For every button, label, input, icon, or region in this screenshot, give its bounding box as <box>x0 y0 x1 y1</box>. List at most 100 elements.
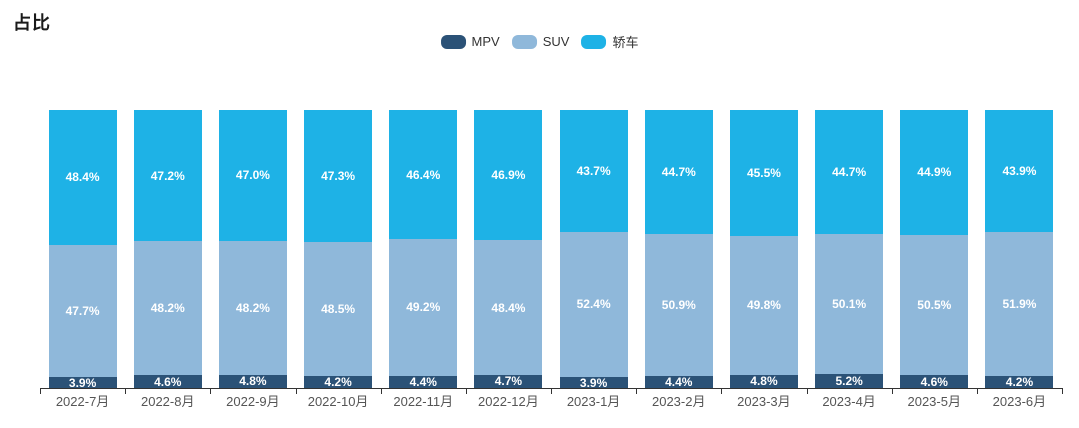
bar-segment-SUV[interactable]: 49.8% <box>729 236 798 375</box>
x-axis-label-2022-12月: 2022-12月 <box>478 394 539 409</box>
legend-item-suv[interactable]: SUV <box>511 34 569 49</box>
bar-segment-轿车[interactable]: 48.4% <box>48 110 117 245</box>
bar-segment-轿车[interactable]: 44.7% <box>644 110 713 235</box>
segment-value-label: 46.9% <box>491 168 526 183</box>
bar-slot: 46.9% 48.4% 4.7% <box>466 110 551 388</box>
bar-segment-轿车[interactable]: 45.5% <box>729 109 798 237</box>
axis-tick <box>551 389 552 394</box>
stacked-bar-2022-8月[interactable]: 47.2% 48.2% 4.6% <box>133 110 202 388</box>
segment-value-label: 4.8% <box>750 374 778 389</box>
legend-item-mpv[interactable]: MPV <box>440 34 500 49</box>
x-axis-label-2023-2月: 2023-2月 <box>651 394 706 409</box>
stacked-bar-2023-6月[interactable]: 43.9% 51.9% 4.2% <box>985 110 1054 388</box>
bar-segment-SUV[interactable]: 48.2% <box>133 241 202 376</box>
bar-segment-MPV[interactable]: 4.2% <box>304 375 373 390</box>
segment-value-label: 46.4% <box>406 167 441 182</box>
stacked-bar-2023-5月[interactable]: 44.9% 50.5% 4.6% <box>900 110 969 389</box>
segment-value-label: 50.1% <box>832 296 867 311</box>
segment-value-label: 43.9% <box>1002 164 1037 179</box>
bar-segment-轿车[interactable]: 46.4% <box>389 110 458 240</box>
stacked-bar-2022-10月[interactable]: 47.3% 48.5% 4.2% <box>304 110 373 390</box>
segment-value-label: 43.7% <box>576 163 611 178</box>
bar-segment-轿车[interactable]: 44.9% <box>900 110 969 235</box>
bar-segment-MPV[interactable]: 5.2% <box>815 373 884 388</box>
axis-tick <box>380 389 382 394</box>
legend-marker-icon <box>511 34 537 49</box>
bar-segment-MPV[interactable]: 4.4% <box>389 375 458 388</box>
segment-value-label: 49.2% <box>406 300 441 315</box>
legend: MPV SUV 轿车 <box>440 32 638 51</box>
bar-segment-SUV[interactable]: 49.2% <box>389 239 458 376</box>
bar-slot: 47.3% 48.5% 4.2% <box>296 110 381 388</box>
bar-segment-MPV[interactable]: 4.2% <box>985 376 1054 388</box>
bar-slot: 44.7% 50.1% 5.2% <box>807 110 892 388</box>
bar-segment-SUV[interactable]: 48.5% <box>304 241 373 377</box>
bar-slot: 43.9% 51.9% 4.2% <box>977 110 1062 388</box>
bar-segment-SUV[interactable]: 51.9% <box>985 232 1054 377</box>
x-axis-label-2022-11月: 2022-11月 <box>393 394 454 409</box>
plot-area: 48.4% 47.7% 3.9% 47.2% 48.2% 4.6% 47.0% 48.2% 4.… <box>40 109 1062 390</box>
bar-segment-SUV[interactable]: 50.5% <box>900 234 969 376</box>
stacked-bar-2022-9月[interactable]: 47.0% 48.2% 4.8% <box>218 110 287 388</box>
bar-segment-MPV[interactable]: 4.6% <box>133 375 202 388</box>
segment-value-label: 50.9% <box>661 298 696 313</box>
bar-slot: 44.7% 50.9% 4.4% <box>636 110 721 388</box>
segment-value-label: 47.0% <box>235 168 270 183</box>
stacked-bar-2023-3月[interactable]: 45.5% 49.8% 4.8% <box>729 109 798 389</box>
bar-segment-轿车[interactable]: 44.7% <box>815 110 884 235</box>
bar-segment-MPV[interactable]: 4.8% <box>218 374 287 388</box>
legend-item-轿车[interactable]: 轿车 <box>581 32 638 51</box>
segment-value-label: 3.9% <box>68 375 97 390</box>
axis-tick <box>721 389 723 394</box>
bar-segment-轿车[interactable]: 47.3% <box>304 110 373 242</box>
axis-tick <box>40 389 41 394</box>
x-axis-label-2022-9月: 2022-9月 <box>226 394 280 409</box>
bar-segment-MPV[interactable]: 4.6% <box>900 374 969 389</box>
bar-segment-MPV[interactable]: 4.8% <box>729 374 798 389</box>
x-axis-label-2023-3月: 2023-3月 <box>737 394 791 409</box>
legend-marker-icon <box>440 34 466 49</box>
bar-segment-SUV[interactable]: 50.9% <box>644 234 713 376</box>
x-axis-label-2023-1月: 2023-1月 <box>566 394 621 409</box>
axis-tick <box>891 389 893 394</box>
x-axis-label-2022-8月: 2022-8月 <box>140 394 195 409</box>
bar-segment-轿车[interactable]: 43.9% <box>985 110 1054 233</box>
axis-tick <box>636 389 638 394</box>
axis-tick <box>1062 389 1063 394</box>
stacked-bar-2022-12月[interactable]: 46.9% 48.4% 4.7% <box>474 110 543 388</box>
stacked-bar-2023-4月[interactable]: 44.7% 50.1% 5.2% <box>815 110 884 388</box>
segment-value-label: 45.5% <box>746 165 781 180</box>
stacked-bar-2023-1月[interactable]: 43.7% 52.4% 3.9% <box>559 110 628 389</box>
bar-segment-轿车[interactable]: 47.2% <box>133 110 202 242</box>
segment-value-label: 4.6% <box>920 374 948 389</box>
axis-tick <box>210 389 212 394</box>
segment-value-label: 4.2% <box>324 375 352 390</box>
bar-segment-MPV[interactable]: 4.7% <box>474 374 543 388</box>
segment-value-label: 48.4% <box>491 300 526 315</box>
segment-value-label: 48.4% <box>65 170 100 185</box>
stacked-bar-2022-11月[interactable]: 46.4% 49.2% 4.4% <box>389 110 458 388</box>
segment-value-label: 52.4% <box>576 297 611 312</box>
segment-value-label: 47.2% <box>150 168 185 183</box>
bar-segment-SUV[interactable]: 48.4% <box>474 240 543 375</box>
bar-segment-MPV[interactable]: 4.4% <box>644 375 713 388</box>
axis-tick <box>125 389 127 394</box>
bar-segment-轿车[interactable]: 46.9% <box>474 110 543 241</box>
bar-segment-SUV[interactable]: 50.1% <box>815 234 884 374</box>
bar-segment-MPV[interactable]: 3.9% <box>48 375 117 390</box>
bar-segment-轿车[interactable]: 47.0% <box>218 110 287 241</box>
segment-value-label: 44.7% <box>661 165 696 180</box>
segment-value-label: 50.5% <box>917 298 952 313</box>
bar-segment-SUV[interactable]: 47.7% <box>48 244 117 378</box>
page-title: 占比 <box>13 13 51 33</box>
stacked-bar-2022-7月[interactable]: 48.4% 47.7% 3.9% <box>48 110 117 390</box>
bar-segment-MPV[interactable]: 3.9% <box>559 377 628 389</box>
bar-segment-SUV[interactable]: 52.4% <box>559 231 628 378</box>
x-axis-label-2023-6月: 2023-6月 <box>992 394 1047 409</box>
stacked-bar-2023-2月[interactable]: 44.7% 50.9% 4.4% <box>644 110 713 388</box>
bar-segment-轿车[interactable]: 43.7% <box>559 110 628 232</box>
axis-tick <box>976 389 978 394</box>
x-axis-label-2022-10月: 2022-10月 <box>307 394 369 409</box>
bar-segment-SUV[interactable]: 48.2% <box>218 240 287 375</box>
